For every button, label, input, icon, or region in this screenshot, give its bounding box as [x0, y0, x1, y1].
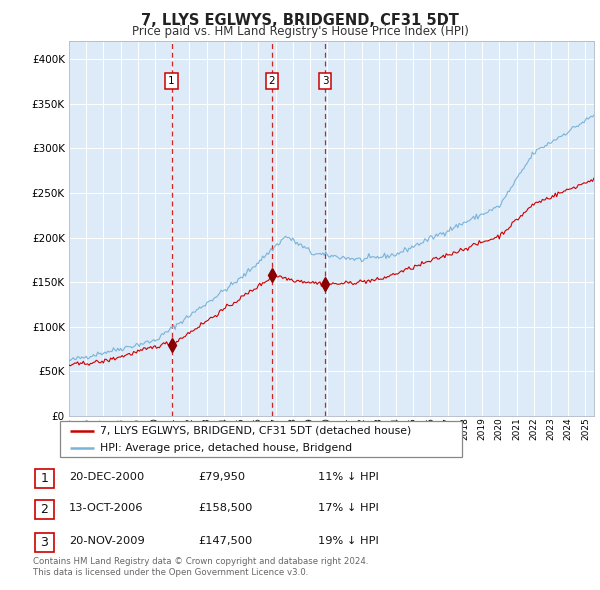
Text: Price paid vs. HM Land Registry's House Price Index (HPI): Price paid vs. HM Land Registry's House … [131, 25, 469, 38]
Text: 11% ↓ HPI: 11% ↓ HPI [318, 472, 379, 482]
Text: 17% ↓ HPI: 17% ↓ HPI [318, 503, 379, 513]
Text: 20-DEC-2000: 20-DEC-2000 [69, 472, 144, 482]
Text: 3: 3 [40, 536, 49, 549]
Text: 2: 2 [40, 503, 49, 516]
Text: 1: 1 [168, 76, 175, 86]
Text: £147,500: £147,500 [198, 536, 252, 546]
FancyBboxPatch shape [35, 469, 54, 488]
Text: 7, LLYS EGLWYS, BRIDGEND, CF31 5DT: 7, LLYS EGLWYS, BRIDGEND, CF31 5DT [141, 13, 459, 28]
Text: HPI: Average price, detached house, Bridgend: HPI: Average price, detached house, Brid… [100, 443, 352, 453]
Text: £158,500: £158,500 [198, 503, 253, 513]
Text: 20-NOV-2009: 20-NOV-2009 [69, 536, 145, 546]
FancyBboxPatch shape [60, 421, 462, 457]
Text: 1: 1 [40, 472, 49, 485]
Text: £79,950: £79,950 [198, 472, 245, 482]
Text: 7, LLYS EGLWYS, BRIDGEND, CF31 5DT (detached house): 7, LLYS EGLWYS, BRIDGEND, CF31 5DT (deta… [100, 426, 412, 436]
Text: 19% ↓ HPI: 19% ↓ HPI [318, 536, 379, 546]
Text: 3: 3 [322, 76, 328, 86]
Text: 13-OCT-2006: 13-OCT-2006 [69, 503, 143, 513]
FancyBboxPatch shape [35, 533, 54, 552]
Text: This data is licensed under the Open Government Licence v3.0.: This data is licensed under the Open Gov… [33, 568, 308, 577]
Text: Contains HM Land Registry data © Crown copyright and database right 2024.: Contains HM Land Registry data © Crown c… [33, 558, 368, 566]
FancyBboxPatch shape [35, 500, 54, 519]
Text: 2: 2 [269, 76, 275, 86]
